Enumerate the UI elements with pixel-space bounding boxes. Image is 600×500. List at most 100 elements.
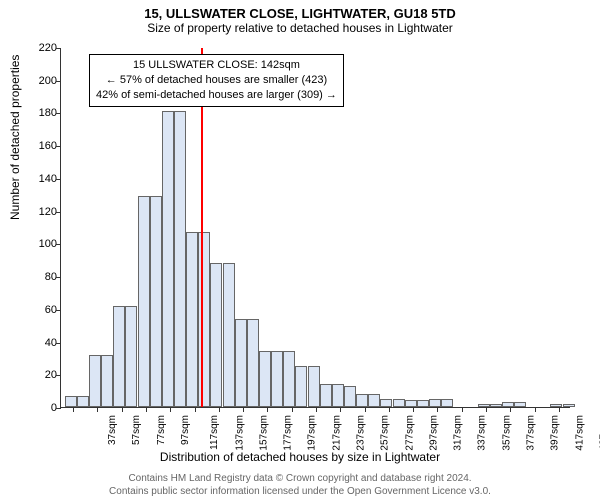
histogram-bar bbox=[550, 404, 562, 407]
x-tick-mark bbox=[413, 407, 414, 412]
x-tick-label: 177sqm bbox=[283, 415, 294, 451]
histogram-bar bbox=[368, 394, 380, 407]
y-tick-mark bbox=[56, 375, 61, 376]
histogram-bar bbox=[138, 196, 150, 407]
x-tick-mark bbox=[122, 407, 123, 412]
y-tick-mark bbox=[56, 212, 61, 213]
x-tick-label: 257sqm bbox=[380, 415, 391, 451]
histogram-bar bbox=[223, 263, 235, 407]
histogram-bar bbox=[174, 111, 186, 407]
histogram-bar bbox=[308, 366, 320, 407]
x-tick-label: 397sqm bbox=[550, 415, 561, 451]
x-tick-label: 317sqm bbox=[453, 415, 464, 451]
x-tick-mark bbox=[510, 407, 511, 412]
x-tick-mark bbox=[195, 407, 196, 412]
x-tick-label: 277sqm bbox=[404, 415, 415, 451]
chart-title: 15, ULLSWATER CLOSE, LIGHTWATER, GU18 5T… bbox=[0, 0, 600, 21]
y-tick-mark bbox=[56, 81, 61, 82]
x-tick-label: 77sqm bbox=[156, 415, 167, 445]
x-tick-mark bbox=[365, 407, 366, 412]
y-tick-mark bbox=[56, 113, 61, 114]
y-tick-mark bbox=[56, 179, 61, 180]
x-tick-label: 417sqm bbox=[574, 415, 585, 451]
footer-line-2: Contains public sector information licen… bbox=[0, 486, 600, 499]
annotation-line-1: 15 ULLSWATER CLOSE: 142sqm bbox=[96, 58, 337, 73]
x-tick-mark bbox=[292, 407, 293, 412]
x-tick-mark bbox=[170, 407, 171, 412]
histogram-bar bbox=[393, 399, 405, 407]
y-tick-mark bbox=[56, 343, 61, 344]
y-tick-mark bbox=[56, 310, 61, 311]
histogram-bar bbox=[259, 351, 271, 407]
x-tick-label: 297sqm bbox=[428, 415, 439, 451]
y-tick-mark bbox=[56, 146, 61, 147]
x-tick-mark bbox=[389, 407, 390, 412]
histogram-bar bbox=[320, 384, 332, 407]
histogram-bar bbox=[235, 319, 247, 407]
x-tick-label: 157sqm bbox=[258, 415, 269, 451]
histogram-bar bbox=[125, 306, 137, 407]
x-tick-mark bbox=[267, 407, 268, 412]
x-tick-mark bbox=[437, 407, 438, 412]
plot-area: 02040608010012014016018020022037sqm57sqm… bbox=[60, 48, 570, 408]
histogram-bar bbox=[77, 396, 89, 407]
annotation-box: 15 ULLSWATER CLOSE: 142sqm ← 57% of deta… bbox=[89, 54, 344, 107]
histogram-bar bbox=[563, 404, 575, 407]
histogram-bar bbox=[283, 351, 295, 407]
histogram-bar bbox=[186, 232, 198, 407]
x-tick-label: 357sqm bbox=[501, 415, 512, 451]
histogram-bar bbox=[247, 319, 259, 407]
histogram-bar bbox=[271, 351, 283, 407]
y-tick-mark bbox=[56, 408, 61, 409]
x-tick-mark bbox=[219, 407, 220, 412]
annotation-line-2: ← 57% of detached houses are smaller (42… bbox=[96, 73, 337, 88]
histogram-bar bbox=[65, 396, 77, 407]
annotation-line-3: 42% of semi-detached houses are larger (… bbox=[96, 88, 337, 103]
x-tick-label: 57sqm bbox=[131, 415, 142, 445]
x-tick-label: 377sqm bbox=[526, 415, 537, 451]
histogram-bar bbox=[417, 400, 429, 407]
histogram-bar bbox=[150, 196, 162, 407]
x-tick-mark bbox=[243, 407, 244, 412]
histogram-bar bbox=[210, 263, 222, 407]
chart-subtitle: Size of property relative to detached ho… bbox=[0, 21, 600, 37]
histogram-bar bbox=[380, 399, 392, 407]
histogram-bar bbox=[344, 386, 356, 407]
x-tick-label: 97sqm bbox=[180, 415, 191, 445]
x-tick-mark bbox=[340, 407, 341, 412]
x-tick-mark bbox=[73, 407, 74, 412]
histogram-bar bbox=[490, 404, 502, 407]
histogram-chart: 15, ULLSWATER CLOSE, LIGHTWATER, GU18 5T… bbox=[0, 0, 600, 500]
histogram-bar bbox=[429, 399, 441, 407]
x-tick-mark bbox=[146, 407, 147, 412]
histogram-bar bbox=[295, 366, 307, 407]
histogram-bar bbox=[405, 400, 417, 407]
x-tick-label: 237sqm bbox=[356, 415, 367, 451]
x-tick-mark bbox=[486, 407, 487, 412]
x-tick-mark bbox=[462, 407, 463, 412]
x-tick-label: 217sqm bbox=[331, 415, 342, 451]
x-tick-label: 337sqm bbox=[477, 415, 488, 451]
histogram-bar bbox=[441, 399, 453, 407]
y-tick-mark bbox=[56, 48, 61, 49]
x-tick-mark bbox=[97, 407, 98, 412]
x-tick-mark bbox=[559, 407, 560, 412]
chart-footer: Contains HM Land Registry data © Crown c… bbox=[0, 473, 600, 498]
x-axis-label: Distribution of detached houses by size … bbox=[0, 450, 600, 464]
histogram-bar bbox=[89, 355, 101, 407]
histogram-bar bbox=[332, 384, 344, 407]
x-tick-mark bbox=[535, 407, 536, 412]
histogram-bar bbox=[113, 306, 125, 407]
x-tick-mark bbox=[316, 407, 317, 412]
histogram-bar bbox=[514, 402, 526, 407]
x-tick-label: 117sqm bbox=[209, 415, 220, 450]
histogram-bar bbox=[356, 394, 368, 407]
footer-line-1: Contains HM Land Registry data © Crown c… bbox=[0, 473, 600, 486]
y-tick-mark bbox=[56, 244, 61, 245]
histogram-bar bbox=[478, 404, 490, 407]
y-axis-label: Number of detached properties bbox=[8, 55, 22, 220]
histogram-bar bbox=[101, 355, 113, 407]
histogram-bar bbox=[502, 402, 514, 407]
y-tick-mark bbox=[56, 277, 61, 278]
x-tick-label: 197sqm bbox=[307, 415, 318, 451]
